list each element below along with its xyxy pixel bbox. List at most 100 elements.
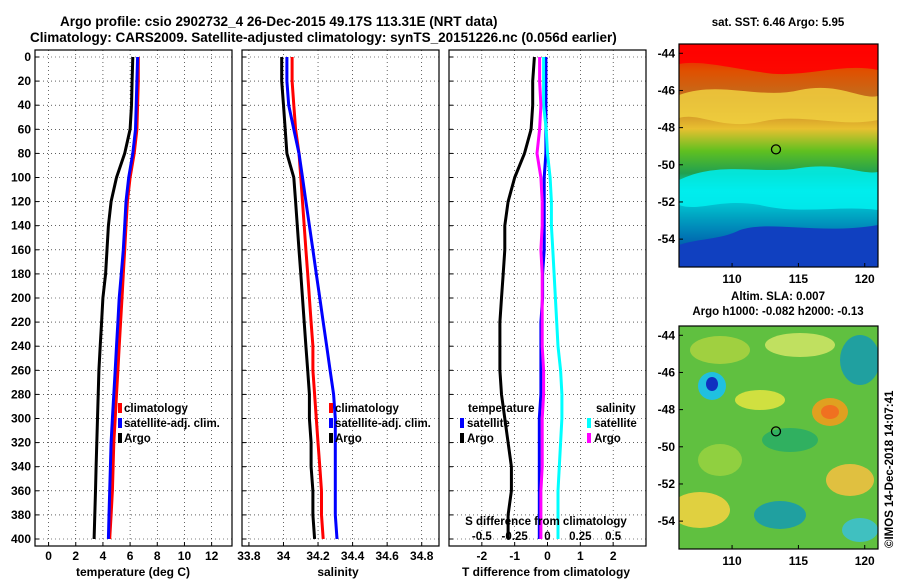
legend-t-satellite: satellite [467, 418, 510, 430]
y-tick-label: 40 [18, 98, 32, 112]
sst-warm-patch [679, 44, 878, 75]
x-tick-label: 1 [577, 549, 584, 563]
y-tick-label: 340 [11, 460, 31, 474]
legend-s-argo: Argo [594, 433, 621, 445]
salinity-axes [241, 49, 440, 547]
y-tick-label: 300 [11, 412, 31, 426]
x-tick-label: 34.8 [410, 549, 434, 563]
temperature-axes [34, 49, 233, 547]
sla-blob [679, 492, 730, 528]
x-tick-label: -2 [476, 549, 487, 563]
x-tick-label: 34.2 [306, 549, 330, 563]
sla-argo-marker [770, 426, 782, 437]
map-y-tick-label: -48 [658, 121, 676, 135]
legend-argo: Argo [335, 433, 362, 445]
salinity-legend: climatology satellite-adj. clim. Argo [329, 403, 431, 445]
series-line-salinity-satellite [542, 57, 564, 539]
temperature-xlabel: temperature (deg C) [76, 565, 190, 579]
legend-swatch-climatology [329, 403, 333, 413]
difference-s-label: S difference from climatology [465, 516, 627, 528]
sla-map-field [679, 326, 878, 549]
map-x-tick-label: 110 [722, 272, 742, 286]
series-line-argo [92, 56, 135, 540]
legend-swatch-satellite [118, 418, 122, 428]
y-tick-label: 240 [11, 339, 31, 353]
sla-blob [735, 390, 785, 410]
sla-eddy-core [706, 377, 718, 391]
map-y-tick-label: -44 [658, 46, 676, 60]
map-y-tick-label: -52 [658, 477, 676, 491]
map-x-tick-label: 110 [722, 554, 742, 568]
legend-satellite: satellite-adj. clim. [335, 418, 431, 430]
x-tick-label: -1 [509, 549, 520, 563]
sst-map-title: sat. SST: 6.46 Argo: 5.95 [712, 17, 845, 29]
x-tick-label: 34.6 [375, 549, 399, 563]
legend-climatology: climatology [335, 403, 400, 415]
map-y-tick-label: -48 [658, 403, 676, 417]
x-tick-label: 6 [127, 549, 134, 563]
legend-swatch-t-satellite [460, 418, 464, 428]
difference-xlabel: T difference from climatology [462, 565, 630, 579]
y-tick-label: 80 [18, 146, 32, 160]
x-tick-label: 2 [72, 549, 79, 563]
map-y-tick-label: -46 [658, 83, 676, 97]
sst-map-frame [678, 43, 879, 268]
sla-map-panel: Altim. SLA: 0.007 Argo h1000: -0.082 h20… [658, 291, 879, 568]
legend-swatch-s-argo [587, 433, 591, 443]
y-tick-label: 0 [24, 50, 31, 64]
y-tick-label: 160 [11, 243, 31, 257]
sst-yellow-band [679, 87, 878, 125]
legend-swatch-t-argo [460, 433, 464, 443]
y-tick-label: 220 [11, 315, 31, 329]
sst-argo-marker [770, 144, 782, 155]
x-tick-label: 12 [205, 549, 219, 563]
legend-salinity-title: salinity [596, 403, 636, 415]
difference-panel: -2 -1 0 1 2 -0.5 -0.25 0 0.25 0.5 S difference f… [448, 49, 647, 579]
sla-map-title-2: Argo h1000: -0.082 h2000: -0.13 [692, 306, 863, 318]
x-tick-label: 0 [544, 549, 551, 563]
x-tick-label: 34 [277, 549, 291, 563]
sla-blob [826, 464, 874, 496]
sla-blob [842, 518, 878, 542]
x-tick-label: 4 [100, 549, 107, 563]
sla-blob [840, 335, 878, 385]
legend-satellite: satellite-adj. clim. [124, 418, 220, 430]
map-x-tick-label: 115 [789, 554, 809, 568]
series-line-salinity-argo [535, 57, 546, 539]
y-tick-label: 140 [11, 219, 31, 233]
y-tick-label: 120 [11, 195, 31, 209]
legend-climatology: climatology [124, 403, 189, 415]
legend-swatch-satellite [329, 418, 333, 428]
salinity-xlabel: salinity [317, 565, 359, 579]
header-title-2: Climatology: CARS2009. Satellite-adjuste… [30, 30, 617, 45]
map-x-tick-label: 120 [855, 554, 875, 568]
sla-map-frame [678, 325, 879, 550]
sla-blob [762, 428, 818, 452]
sst-map-panel: sat. SST: 6.46 Argo: 5.95 -44 -46 -48 -50 -5… [658, 17, 879, 286]
sst-map-field [679, 44, 878, 267]
y-tick-label: 360 [11, 484, 31, 498]
legend-t-argo: Argo [467, 433, 494, 445]
map-y-tick-label: -46 [658, 365, 676, 379]
y-tick-label: 280 [11, 387, 31, 401]
y-tick-label: 60 [18, 122, 32, 136]
legend-swatch-s-satellite [587, 418, 591, 428]
y-tick-label: 200 [11, 291, 31, 305]
x-tick-label: 8 [154, 549, 161, 563]
y-tick-label: 260 [11, 363, 31, 377]
series-line-satellite-adj-clim- [285, 57, 339, 540]
sla-map-title-1: Altim. SLA: 0.007 [731, 291, 825, 303]
sla-blob [765, 333, 835, 357]
series-line-temperature-argo [498, 56, 536, 539]
x-tick-label: 2 [610, 549, 617, 563]
y-tick-label: 320 [11, 436, 31, 450]
credit: ©IMOS 14-Dec-2018 14:07:41 [884, 390, 896, 548]
sla-blob [754, 501, 806, 529]
s-tick-label: 0.25 [569, 531, 592, 543]
y-tick-label: 380 [11, 508, 31, 522]
y-tick-label: 400 [11, 532, 31, 546]
sst-cyan-band [679, 166, 878, 210]
legend-s-satellite: satellite [594, 418, 637, 430]
map-y-tick-label: -44 [658, 328, 676, 342]
